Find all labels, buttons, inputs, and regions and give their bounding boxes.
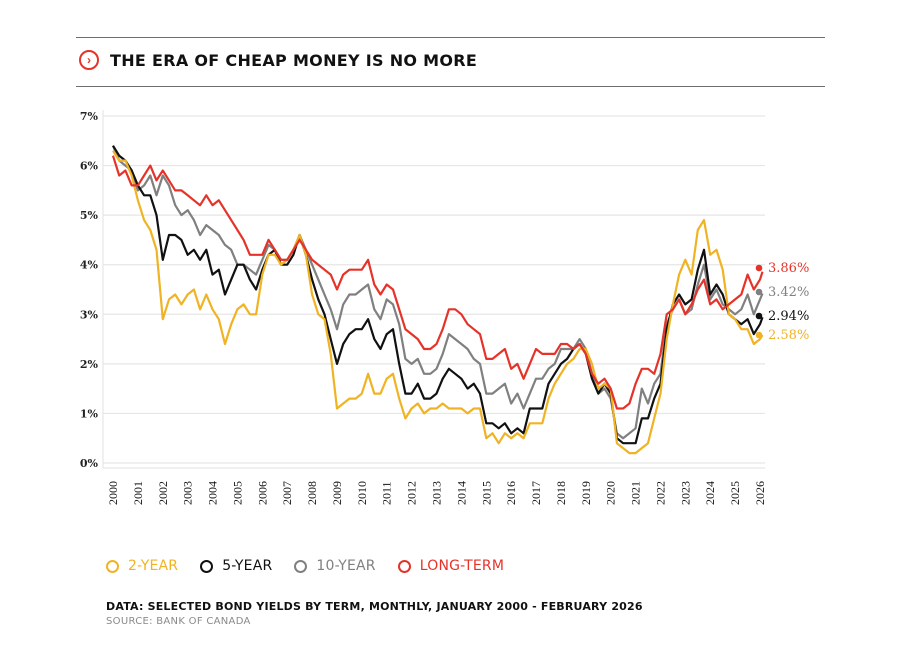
x-tick-label: 2003 — [181, 481, 195, 505]
x-tick-label: 2010 — [355, 481, 369, 505]
legend-label: LONG-TERM — [419, 558, 505, 574]
x-tick-label: 2009 — [330, 481, 344, 505]
x-tick-label: 2018 — [554, 481, 568, 505]
legend-item-5-year: 5-YEAR — [200, 558, 272, 574]
x-tick-label: 2019 — [579, 481, 593, 505]
line-chart: 0%1%2%3%4%5%6%7% 2000 2001 2002 2003 2004 200… — [80, 110, 809, 505]
y-tick-label: 1% — [80, 407, 99, 420]
series-line-5-year — [112, 145, 764, 445]
x-tick-label: 2011 — [380, 481, 394, 505]
series-line-long-term — [111, 155, 764, 410]
source-note: SOURCE: BANK OF CANADA — [106, 616, 251, 627]
series-line-2-year — [112, 150, 764, 455]
legend: 2-YEAR 5-YEAR 10-YEAR LONG-TERM — [106, 558, 526, 574]
series-line-10-year — [111, 145, 764, 440]
x-tick-label: 2017 — [529, 481, 543, 505]
y-tick-label: 5% — [80, 209, 99, 222]
top-rule — [76, 37, 825, 38]
legend-label: 10-YEAR — [316, 558, 376, 574]
legend-label: 2-YEAR — [128, 558, 179, 574]
chevron-right-circle-icon: › — [79, 50, 99, 70]
x-tick-label: 2022 — [653, 481, 667, 505]
x-tick-label: 2006 — [255, 481, 269, 505]
end-point-marker — [755, 288, 763, 296]
y-tick-label: 7% — [80, 110, 99, 123]
y-axis-ticks: 0% 1% 2% 3% 4% 5% 6% 7% — [80, 110, 99, 470]
x-axis-ticks: 2000 2001 2002 2003 2004 2005 2006 2007 2008 2009… — [106, 481, 767, 505]
x-tick-label: 2021 — [629, 481, 643, 505]
x-tick-label: 2008 — [305, 481, 319, 505]
end-value-label: 2.94% — [768, 309, 809, 324]
x-tick-label: 2005 — [230, 481, 244, 505]
legend-item-10-year: 10-YEAR — [294, 558, 376, 574]
end-value-label: 3.86% — [768, 261, 809, 276]
x-tick-label: 2014 — [454, 481, 468, 505]
x-tick-label: 2013 — [430, 481, 444, 505]
legend-item-long-term: LONG-TERM — [397, 558, 505, 574]
x-tick-label: 2025 — [728, 481, 742, 505]
legend-ring-icon — [106, 559, 119, 573]
legend-ring-icon — [397, 559, 411, 573]
y-tick-label: 0% — [80, 457, 99, 470]
legend-item-2-year: 2-YEAR — [106, 558, 178, 574]
x-tick-label: 2023 — [678, 481, 692, 505]
x-tick-label: 2016 — [504, 481, 518, 505]
end-labels: 2.58% 2.94% 3.42% 3.86% — [755, 261, 809, 343]
x-tick-label: 2026 — [753, 481, 767, 505]
x-tick-label: 2024 — [703, 481, 717, 505]
end-point-marker — [755, 264, 763, 272]
chart-header: › THE ERA OF CHEAP MONEY IS NO MORE — [79, 50, 477, 70]
end-point-marker — [755, 331, 763, 339]
data-note: DATA: SELECTED BOND YIELDS BY TERM, MONT… — [106, 600, 643, 613]
end-value-label: 2.58% — [768, 328, 809, 343]
end-point-marker — [755, 312, 763, 320]
legend-label: 5-YEAR — [222, 558, 273, 574]
y-tick-label: 4% — [80, 259, 99, 272]
series-lines — [111, 145, 764, 455]
legend-ring-icon — [294, 559, 308, 573]
x-tick-label: 2012 — [405, 481, 419, 505]
y-tick-label: 2% — [80, 358, 99, 371]
x-tick-label: 2007 — [280, 481, 294, 505]
x-tick-label: 2004 — [206, 481, 220, 505]
legend-ring-icon — [200, 559, 214, 573]
y-tick-label: 6% — [80, 160, 99, 173]
x-tick-label: 2002 — [156, 481, 170, 505]
gridlines — [102, 110, 765, 469]
x-tick-label: 2000 — [106, 481, 120, 505]
end-value-label: 3.42% — [768, 285, 809, 300]
chart-title: THE ERA OF CHEAP MONEY IS NO MORE — [110, 50, 478, 70]
x-tick-label: 2001 — [131, 481, 145, 505]
y-tick-label: 3% — [80, 308, 99, 321]
title-rule — [76, 86, 825, 87]
x-tick-label: 2020 — [604, 481, 618, 505]
x-tick-label: 2015 — [479, 481, 493, 505]
